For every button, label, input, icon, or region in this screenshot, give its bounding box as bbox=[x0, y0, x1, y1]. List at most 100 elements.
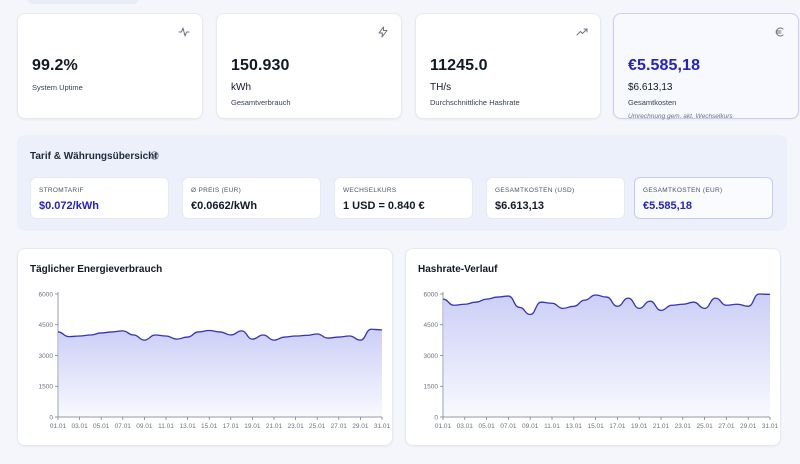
data-point bbox=[381, 329, 383, 331]
chart-title: Täglicher Energieverbrauch bbox=[30, 264, 163, 275]
tariff-card-label: WECHSELKURS bbox=[343, 187, 397, 194]
stat-value: 99.2% bbox=[32, 57, 78, 74]
data-point bbox=[327, 337, 329, 339]
data-point bbox=[714, 297, 716, 299]
data-point bbox=[294, 335, 296, 337]
y-tick-label: 1500 bbox=[424, 384, 439, 391]
data-point bbox=[573, 305, 575, 307]
data-point bbox=[176, 338, 178, 340]
x-tick-label: 27.01 bbox=[331, 423, 348, 430]
data-point bbox=[725, 304, 727, 306]
x-tick-label: 05.01 bbox=[478, 423, 495, 430]
tariff-card-value: €0.0662/kWh bbox=[191, 200, 258, 212]
stat-label: Gesamtverbrauch bbox=[231, 98, 291, 107]
data-point bbox=[758, 293, 760, 295]
hashrate-chart: 0 1500 3000 4500 6000 01.01 03.01 05.01 07.01 09.… bbox=[424, 291, 779, 430]
tariff-title: Tarif & Währungsübersicht bbox=[30, 151, 158, 162]
x-tick-label: 19.01 bbox=[244, 423, 261, 430]
data-point bbox=[464, 303, 466, 305]
data-point bbox=[442, 298, 444, 300]
chart-title: Hashrate-Verlauf bbox=[418, 264, 498, 275]
y-tick-label: 4500 bbox=[39, 322, 54, 329]
x-tick-label: 07.01 bbox=[500, 423, 517, 430]
tariff-card-value: 1 USD = 0.840 € bbox=[343, 200, 425, 212]
data-point bbox=[616, 305, 618, 307]
data-point bbox=[518, 306, 520, 308]
tariff-card-total-eur: GESAMTKOSTEN (EUR) €5.585,18 bbox=[634, 177, 773, 219]
x-tick-label: 17.01 bbox=[609, 423, 626, 430]
data-point bbox=[359, 339, 361, 341]
x-tick-label: 09.01 bbox=[522, 423, 539, 430]
energy-chart: 0 1500 3000 4500 6000 01.01 03.01 05.01 07.01 09.… bbox=[39, 291, 391, 430]
stat-unit: kWh bbox=[231, 82, 251, 93]
data-point bbox=[165, 335, 167, 337]
data-point bbox=[262, 334, 264, 336]
stat-label: Durchschnittliche Hashrate bbox=[430, 98, 520, 107]
data-point bbox=[251, 338, 253, 340]
tariff-card-label: GESAMTKOSTEN (USD) bbox=[495, 187, 575, 194]
y-tick-label: 3000 bbox=[424, 353, 439, 360]
stat-card-hashrate: 11245.0 TH/s Durchschnittliche Hashrate bbox=[415, 13, 601, 119]
data-point bbox=[68, 335, 70, 337]
x-tick-label: 21.01 bbox=[266, 423, 283, 430]
data-point bbox=[370, 328, 372, 330]
y-tick-label: 6000 bbox=[424, 291, 439, 298]
data-point bbox=[57, 331, 59, 333]
x-tick-label: 13.01 bbox=[566, 423, 583, 430]
stat-card-uptime: 99.2% System Uptime bbox=[17, 13, 203, 119]
data-point bbox=[562, 307, 564, 309]
y-tick-label: 6000 bbox=[39, 291, 54, 298]
data-point bbox=[78, 335, 80, 337]
chart-card-hashrate: Hashrate-Verlauf 0 1500 3000 4500 6000 01.01 0… bbox=[405, 248, 781, 446]
data-point bbox=[496, 296, 498, 298]
x-tick-label: 09.01 bbox=[136, 423, 153, 430]
tariff-card-value: €5.585,18 bbox=[643, 200, 692, 212]
y-tick-label: 1500 bbox=[39, 384, 54, 391]
tariff-card-total-usd: GESAMTKOSTEN (USD) $6.613,13 bbox=[486, 177, 625, 219]
data-point bbox=[284, 336, 286, 338]
data-point bbox=[736, 303, 738, 305]
x-tick-label: 31.01 bbox=[762, 423, 779, 430]
data-point bbox=[584, 299, 586, 301]
data-point bbox=[273, 339, 275, 341]
data-point bbox=[305, 334, 307, 336]
data-point bbox=[100, 332, 102, 334]
x-tick-label: 03.01 bbox=[71, 423, 88, 430]
stat-value: 11245.0 bbox=[430, 57, 488, 74]
data-point bbox=[154, 334, 156, 336]
x-tick-label: 07.01 bbox=[115, 423, 132, 430]
data-point bbox=[122, 330, 124, 332]
data-point bbox=[649, 300, 651, 302]
data-point bbox=[111, 331, 113, 333]
data-point bbox=[671, 304, 673, 306]
data-point bbox=[769, 293, 771, 295]
y-tick-label: 4500 bbox=[424, 322, 439, 329]
data-point bbox=[89, 334, 91, 336]
data-point bbox=[348, 335, 350, 337]
data-point bbox=[197, 331, 199, 333]
data-point bbox=[551, 302, 553, 304]
x-tick-label: 27.01 bbox=[718, 423, 735, 430]
data-point bbox=[638, 307, 640, 309]
x-tick-label: 15.01 bbox=[201, 423, 218, 430]
data-point bbox=[682, 303, 684, 305]
tariff-card-label: Ø PREIS (EUR) bbox=[191, 187, 242, 194]
data-point bbox=[660, 309, 662, 311]
x-tick-label: 31.01 bbox=[374, 423, 391, 430]
x-tick-label: 29.01 bbox=[740, 423, 757, 430]
data-point bbox=[186, 336, 188, 338]
tariff-card-exchange-rate: WECHSELKURS 1 USD = 0.840 € bbox=[334, 177, 473, 219]
x-tick-label: 11.01 bbox=[158, 423, 174, 430]
data-point bbox=[627, 297, 629, 299]
data-point bbox=[485, 298, 487, 300]
data-point bbox=[338, 336, 340, 338]
stat-value: €5.585,18 bbox=[628, 57, 701, 74]
data-point bbox=[507, 295, 509, 297]
data-point bbox=[747, 305, 749, 307]
tariff-overview-panel: Tarif & Währungsübersicht STROMTARIF $0.… bbox=[17, 135, 787, 231]
lightning-icon bbox=[378, 26, 388, 38]
data-point bbox=[453, 304, 455, 306]
info-icon[interactable] bbox=[150, 151, 159, 160]
x-tick-label: 17.01 bbox=[223, 423, 240, 430]
tariff-card-value: $6.613,13 bbox=[495, 200, 544, 212]
